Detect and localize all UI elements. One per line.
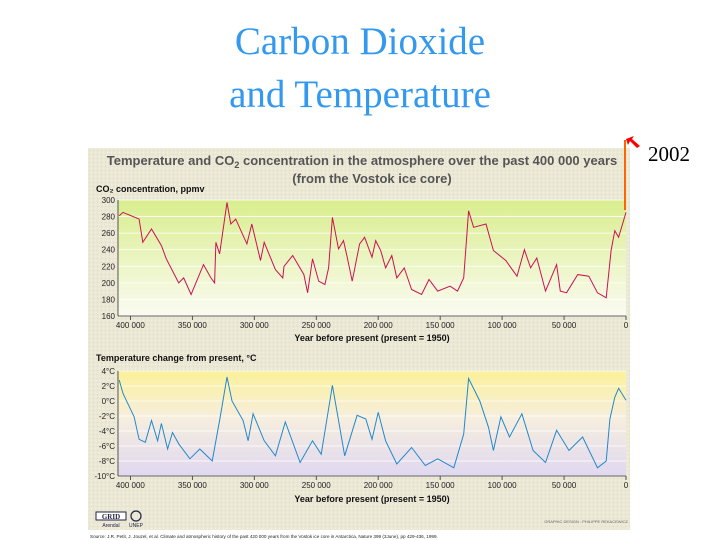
co2-x-tick-label: 400 000 [116, 321, 145, 330]
svg-text:UNEP: UNEP [129, 523, 144, 529]
temp-y-tick-label: -4°C [99, 427, 115, 436]
co2-x-tick-label: 150 000 [426, 321, 455, 330]
co2-x-tick-label: 100 000 [488, 321, 517, 330]
temp-x-tick-label: 400 000 [116, 481, 145, 490]
temp-plot-area [118, 371, 626, 476]
co2-y-tick-label: 180 [102, 295, 116, 304]
figure-heading-line1: Temperature and CO2 concentration in the… [107, 153, 618, 170]
co2-y-tick-label: 260 [102, 229, 116, 238]
slide-title-line1: Carbon Dioxide [234, 20, 486, 63]
co2-x-tick-label: 50 000 [552, 321, 577, 330]
temp-y-tick-label: 4°C [102, 367, 116, 376]
grid-arendal-logo: GRID Arendal [95, 511, 127, 529]
co2-y-tick-label: 200 [102, 279, 116, 288]
svg-text:GRID: GRID [102, 513, 120, 521]
co2-y-tick-label: 240 [102, 246, 116, 255]
temp-y-tick-label: 0°C [102, 397, 116, 406]
temp-ylabel: Temperature change from present, °C [96, 353, 257, 363]
temp-x-tick-label: 100 000 [488, 481, 517, 490]
co2-y-tick-label: 300 [102, 196, 116, 205]
svg-text:Arendal: Arendal [102, 523, 119, 529]
co2-x-tick-label: 0 [624, 321, 629, 330]
temp-y-tick-label: -8°C [99, 457, 115, 466]
co2-ylabel: CO₂ concentration, ppmv [96, 184, 205, 194]
design-credit: GRAPHIC DESIGN : PHILIPPE REKACEWICZ [544, 519, 628, 524]
co2-y-tick-label: 280 [102, 213, 116, 222]
co2-series-line [118, 202, 627, 299]
source-citation: Source: J.R. Petit, J. Jouzel, et al. Cl… [90, 534, 438, 539]
temp-x-tick-label: 50 000 [552, 481, 577, 490]
temp-x-tick-label: 350 000 [178, 481, 207, 490]
temp-xlabel: Year before present (present = 1950) [294, 494, 449, 504]
co2-y-tick-label: 160 [102, 312, 116, 321]
slide-title-line2: and Temperature [229, 73, 491, 116]
temp-x-tick-label: 150 000 [426, 481, 455, 490]
temp-x-tick-label: 0 [624, 481, 629, 490]
temp-series-line [118, 376, 627, 469]
temp-y-tick-label: -6°C [99, 442, 115, 451]
co2-x-tick-label: 350 000 [178, 321, 207, 330]
temp-x-tick-label: 200 000 [364, 481, 393, 490]
annotation-year-2002: 2002 [648, 142, 690, 166]
co2-xlabel: Year before present (present = 1950) [294, 333, 449, 343]
co2-x-tick-label: 200 000 [364, 321, 393, 330]
unep-logo: UNEP [129, 510, 144, 529]
co2-x-tick-label: 300 000 [240, 321, 269, 330]
figure-heading-line2: (from the Vostok ice core) [292, 171, 451, 186]
temp-x-tick-label: 300 000 [240, 481, 269, 490]
co2-y-tick-label: 220 [102, 262, 116, 271]
temp-y-tick-label: 2°C [102, 382, 116, 391]
co2-x-tick-label: 250 000 [302, 321, 331, 330]
temp-x-tick-label: 250 000 [302, 481, 331, 490]
arrow-icon [626, 136, 640, 148]
temp-y-tick-label: -10°C [94, 472, 115, 481]
temp-y-tick-label: -2°C [99, 412, 115, 421]
